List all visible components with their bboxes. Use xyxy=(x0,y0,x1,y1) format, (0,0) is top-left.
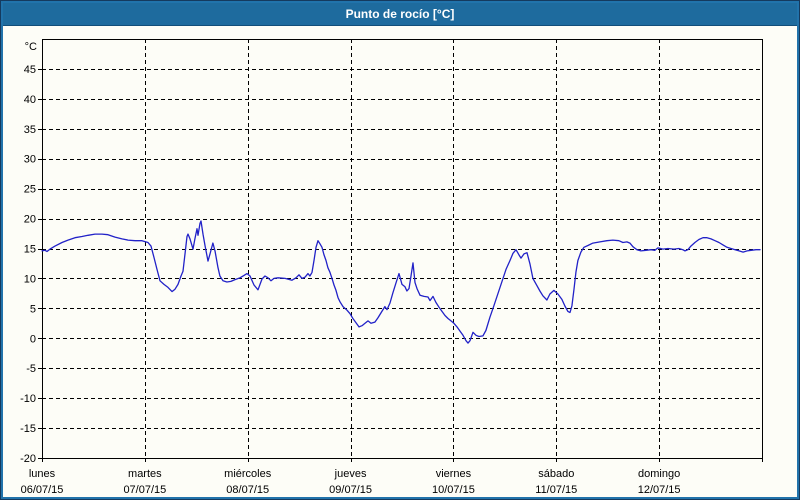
day-name-label: domingo xyxy=(638,468,680,480)
y-tick-label: 30 xyxy=(24,154,36,166)
day-name-label: lunes xyxy=(29,468,56,480)
day-date-label: 11/07/15 xyxy=(535,484,577,496)
day-date-label: 12/07/15 xyxy=(638,484,681,496)
day-name-label: miércoles xyxy=(224,468,272,480)
day-date-label: 07/07/15 xyxy=(123,484,166,496)
day-name-label: sábado xyxy=(538,468,574,480)
plot-region: 45 40 35 30 25 20 15 10 5 0 -5 -10 -15 -20 °C lunes 06/0… xyxy=(3,26,797,497)
y-tick-label: 10 xyxy=(24,273,36,285)
dewpoint-chart: 45 40 35 30 25 20 15 10 5 0 -5 -10 -15 -20 °C lunes 06/0… xyxy=(20,39,763,496)
dewpoint-line xyxy=(41,220,761,344)
day-date-label: 08/07/15 xyxy=(226,484,269,496)
y-tick-label: 40 xyxy=(24,94,36,106)
y-axis-unit-label: °C xyxy=(25,41,37,53)
y-tick-label: 25 xyxy=(24,184,36,196)
day-name-label: jueves xyxy=(334,468,367,480)
y-tick-label: -15 xyxy=(20,423,36,435)
plot-border xyxy=(42,39,763,459)
y-tick-label: -20 xyxy=(20,453,36,465)
day-date-label: 10/07/15 xyxy=(432,484,475,496)
day-name-label: martes xyxy=(128,468,162,480)
y-tick-label: -10 xyxy=(20,393,36,405)
chart-title: Punto de rocío [°C] xyxy=(345,7,455,21)
day-name-label: viernes xyxy=(436,468,472,480)
y-tick-label: 15 xyxy=(24,244,36,256)
y-tick-label: 5 xyxy=(30,303,36,315)
y-tick-label: -5 xyxy=(26,363,36,375)
y-tick-label: 35 xyxy=(24,124,36,136)
chart-titlebar: Punto de rocío [°C] xyxy=(3,3,797,26)
y-tick-label: 0 xyxy=(30,333,36,345)
y-tick-label: 20 xyxy=(24,214,36,226)
day-date-label: 09/07/15 xyxy=(329,484,372,496)
y-tick-label: 45 xyxy=(24,64,36,76)
day-date-label: 06/07/15 xyxy=(21,484,64,496)
